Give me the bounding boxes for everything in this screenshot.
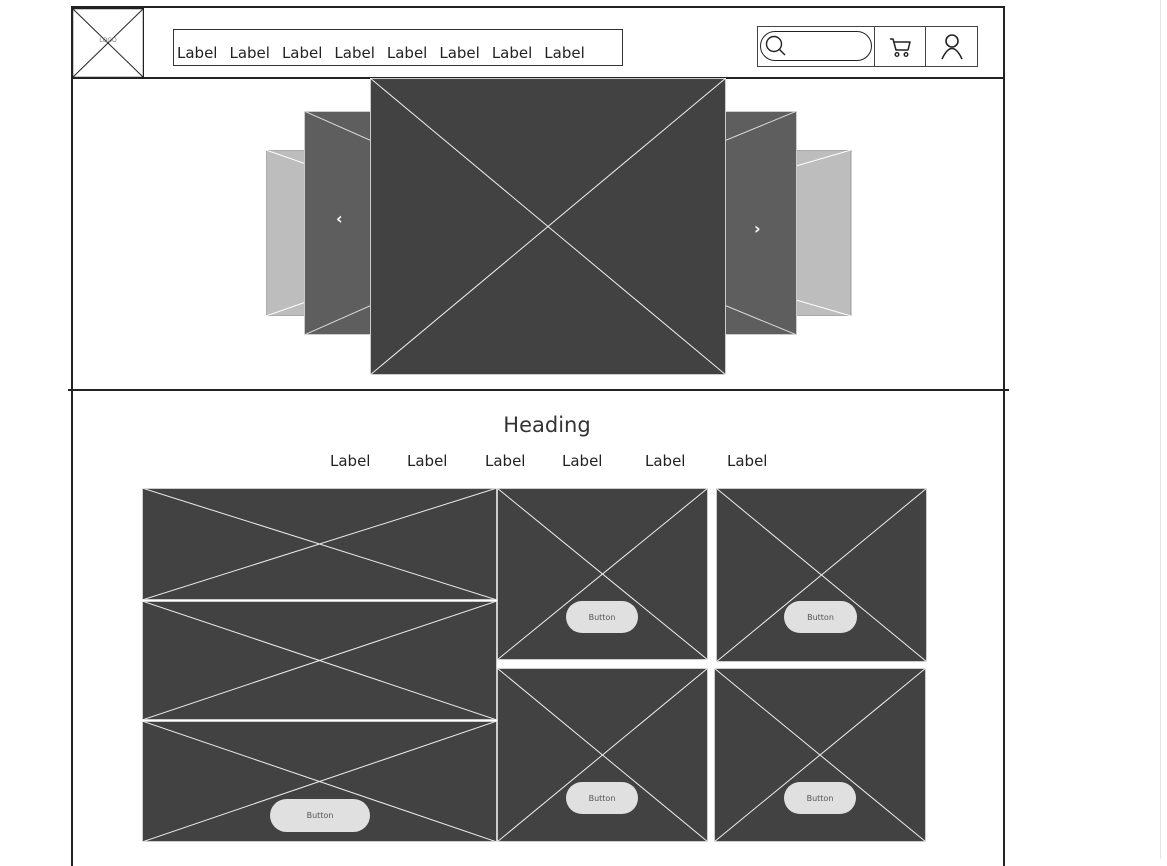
category-tab[interactable]: Label <box>407 452 448 470</box>
logo-placeholder-icon <box>72 8 144 78</box>
category-tab[interactable]: Label <box>727 452 768 470</box>
gallery-image-tile-2[interactable]: Button <box>716 488 927 662</box>
carousel-main-slide[interactable] <box>370 78 726 375</box>
nav-item[interactable]: Label <box>177 44 218 62</box>
nav-item[interactable]: Label <box>334 44 375 62</box>
gallery-button[interactable]: Button <box>566 782 638 814</box>
search-input[interactable] <box>789 38 873 58</box>
nav-item[interactable]: Label <box>229 44 270 62</box>
image-placeholder-icon <box>142 488 497 600</box>
image-placeholder-icon <box>370 78 726 375</box>
image-placeholder-icon <box>497 488 708 660</box>
search-box <box>758 27 875 66</box>
nav-item[interactable]: Label <box>386 44 428 62</box>
gallery-button[interactable]: Button <box>566 601 638 633</box>
carousel-slide-left[interactable]: ‹ <box>304 111 372 335</box>
carousel-slide-right[interactable]: › <box>724 111 797 335</box>
carousel-next-button[interactable]: › <box>754 219 761 238</box>
cart-icon <box>890 37 911 57</box>
logo-text: LOGO <box>99 38 117 44</box>
account-button[interactable] <box>926 27 977 66</box>
gallery-image-tile-4[interactable]: Button <box>714 668 926 842</box>
carousel-prev-button[interactable]: ‹ <box>336 209 343 228</box>
gallery-image-wide-2[interactable] <box>142 601 497 720</box>
search-field[interactable] <box>760 31 873 61</box>
category-tab[interactable]: Label <box>485 452 526 470</box>
gallery-image-wide-3[interactable]: Button <box>142 721 497 842</box>
section-heading: Heading <box>503 413 591 437</box>
cart-button[interactable] <box>875 27 927 66</box>
image-placeholder-icon <box>497 668 708 842</box>
image-placeholder-icon <box>142 601 497 720</box>
gallery-button[interactable]: Button <box>784 782 856 814</box>
gallery-button[interactable]: Button <box>270 799 370 832</box>
image-placeholder-icon <box>724 111 797 335</box>
main-nav: Label Label Label Label Label Label Labe… <box>173 29 623 66</box>
gallery-image-tile-1[interactable]: Button <box>497 488 708 660</box>
nav-item[interactable]: Label <box>281 44 323 62</box>
image-placeholder-icon <box>714 668 926 842</box>
page-frame <box>71 6 1005 866</box>
page-edge-line <box>1160 0 1161 859</box>
logo[interactable]: LOGO <box>72 8 144 78</box>
category-tab[interactable]: Label <box>562 452 603 470</box>
category-tab[interactable]: Label <box>330 452 371 470</box>
image-placeholder-icon <box>716 488 927 662</box>
section-divider <box>68 389 1009 391</box>
search-icon <box>765 35 786 56</box>
gallery-image-wide-1[interactable] <box>142 488 497 600</box>
nav-item[interactable]: Label <box>439 44 480 62</box>
gallery-image-tile-3[interactable]: Button <box>497 668 708 842</box>
image-placeholder-icon <box>796 150 852 316</box>
category-tab[interactable]: Label <box>645 452 686 470</box>
nav-item[interactable]: Label <box>491 44 533 62</box>
image-placeholder-icon <box>266 150 306 316</box>
header-tools <box>757 26 978 67</box>
carousel-slide-far-right <box>796 150 852 316</box>
gallery-button[interactable]: Button <box>784 601 857 633</box>
carousel-slide-far-left <box>266 150 306 316</box>
image-placeholder-icon <box>304 111 372 335</box>
user-icon <box>941 33 963 59</box>
nav-item[interactable]: Label <box>544 44 585 62</box>
